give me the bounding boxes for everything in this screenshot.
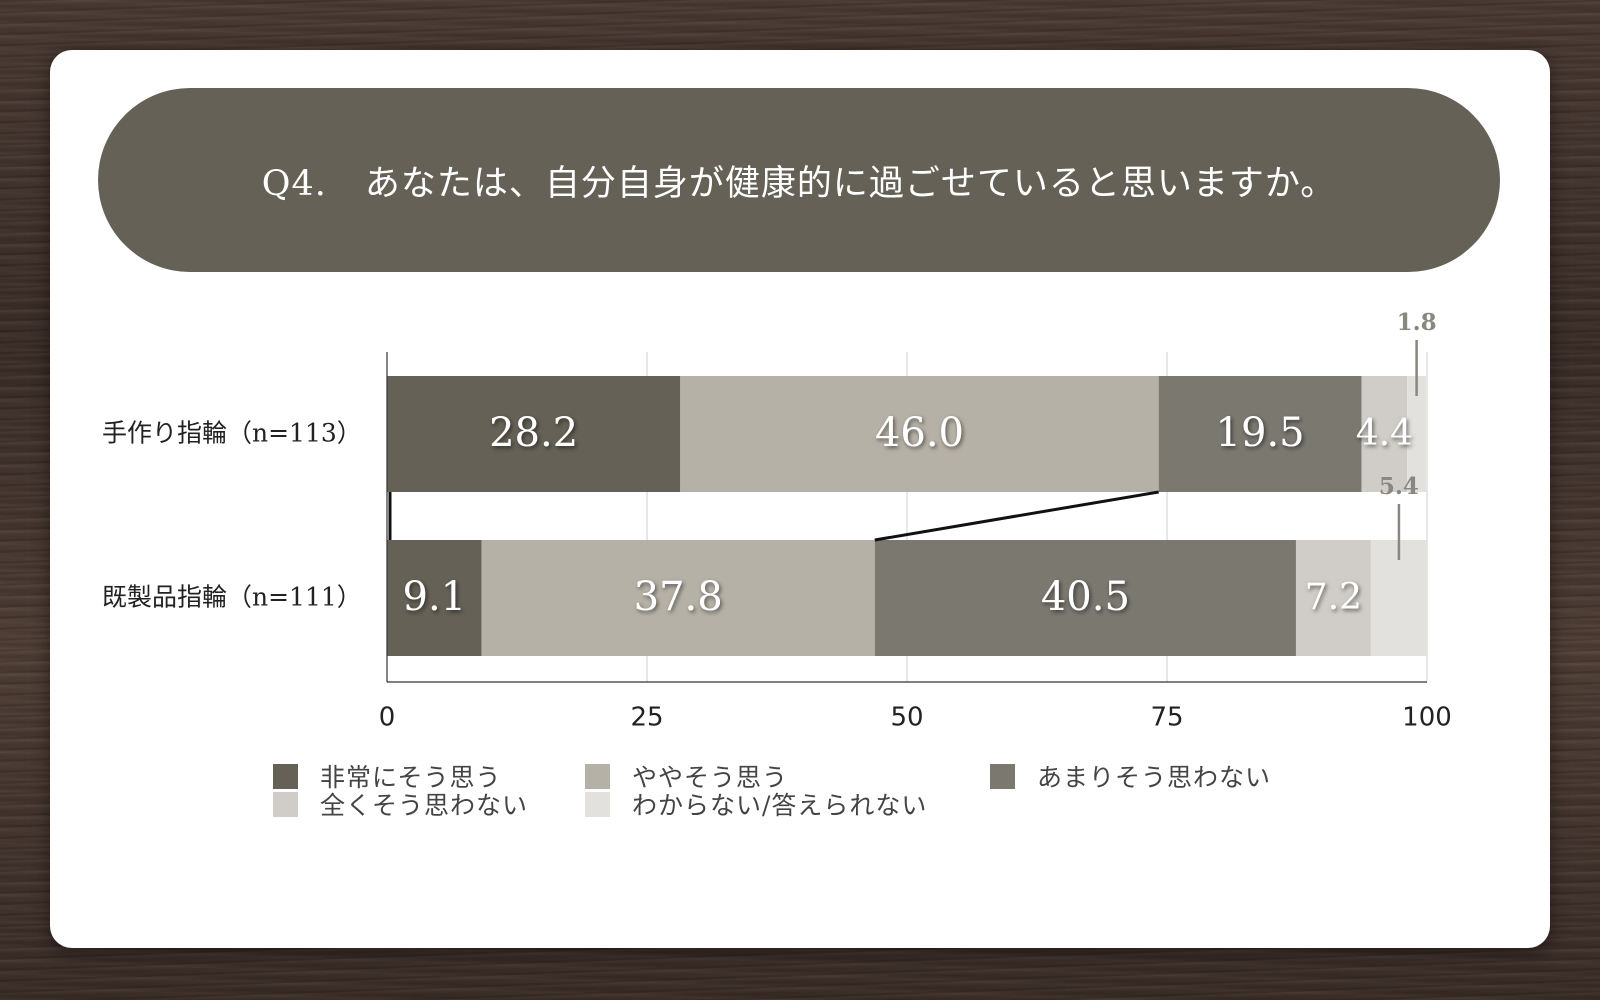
legend-label: ややそう思う bbox=[632, 763, 789, 792]
legend-swatch bbox=[273, 763, 298, 789]
x-tick-label-75: 75 bbox=[1150, 703, 1183, 733]
chart-card: Q4. あなたは、自分自身が健康的に過ごせていると思いますか。 非常にそう思う やや… bbox=[50, 50, 1550, 948]
legend: 非常にそう思う ややそう思う あまりそう思わない全くそう思わない わからない/答えられ… bbox=[273, 762, 1373, 826]
legend-label: 全くそう思わない bbox=[320, 791, 529, 820]
legend-swatch bbox=[273, 791, 298, 817]
bar-segment-1-2 bbox=[680, 376, 1159, 492]
value-label-1-1: 28.2 bbox=[489, 410, 578, 456]
legend-item-5: わからない/答えられない bbox=[585, 790, 927, 820]
question-banner: Q4. あなたは、自分自身が健康的に過ごせていると思いますか。 bbox=[98, 88, 1500, 272]
connector-line-middle bbox=[874, 490, 1159, 542]
x-tick-label-100: 100 bbox=[1402, 703, 1452, 733]
legend-swatch bbox=[585, 791, 610, 817]
question-text: Q4. あなたは、自分自身が健康的に過ごせていると思いますか。 bbox=[262, 155, 1336, 206]
legend-swatch bbox=[585, 763, 610, 789]
value-label-2-1: 9.1 bbox=[403, 574, 467, 620]
legend-item-1: 非常にそう思う bbox=[273, 762, 502, 792]
bar-segment-2-2 bbox=[481, 540, 875, 656]
bar-segment-2-4 bbox=[1295, 540, 1371, 656]
value-label-1-4: 4.4 bbox=[1356, 413, 1413, 454]
value-label-1-2: 46.0 bbox=[875, 410, 964, 456]
bar-segment-1-1 bbox=[387, 376, 681, 492]
category-label-1: 手作り指輪（n=113） bbox=[102, 419, 362, 448]
value-label-1-3: 19.5 bbox=[1216, 410, 1305, 456]
value-label-1-5: 1.8 bbox=[1397, 309, 1437, 336]
legend-item-4: 全くそう思わない bbox=[273, 790, 528, 820]
legend-item-2: ややそう思う bbox=[585, 762, 788, 792]
value-label-2-3: 40.5 bbox=[1041, 574, 1130, 620]
legend-label: 非常にそう思う bbox=[320, 763, 502, 792]
bar-segment-1-4 bbox=[1361, 376, 1408, 492]
legend-label: わからない/答えられない bbox=[632, 791, 928, 820]
bar-segment-1-3 bbox=[1158, 376, 1362, 492]
question-body: あなたは、自分自身が健康的に過ごせていると思いますか。 bbox=[364, 163, 1337, 204]
x-tick-label-25: 25 bbox=[630, 703, 663, 733]
legend-swatch bbox=[990, 763, 1015, 789]
bar-segment-2-1 bbox=[387, 540, 482, 656]
question-number: Q4. bbox=[261, 163, 327, 204]
value-label-2-2: 37.8 bbox=[634, 574, 723, 620]
legend-label: あまりそう思わない bbox=[1037, 763, 1272, 792]
x-tick-label-0: 0 bbox=[379, 703, 396, 733]
bar-segment-2-3 bbox=[874, 540, 1296, 656]
value-label-2-4: 7.2 bbox=[1305, 577, 1362, 618]
bar-segment-1-5 bbox=[1407, 376, 1426, 492]
legend-item-3: あまりそう思わない bbox=[990, 762, 1271, 792]
value-label-2-5: 5.4 bbox=[1379, 473, 1419, 500]
category-label-2: 既製品指輪（n=111） bbox=[102, 583, 362, 612]
x-tick-label-50: 50 bbox=[890, 703, 923, 733]
